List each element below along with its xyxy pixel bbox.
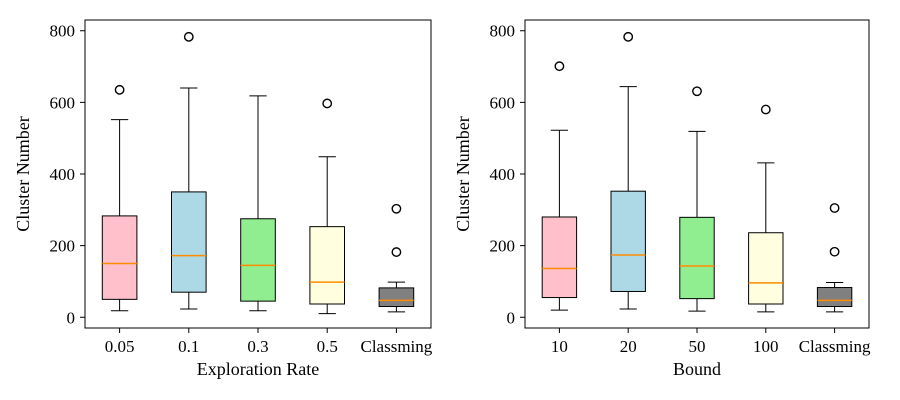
y-tick-label-1-1: 0 [67, 308, 76, 327]
y-tick-label-2-3: 400 [490, 165, 516, 184]
box-1-1 [101, 84, 138, 312]
x-tick-label-1-1: 0.05 [105, 337, 135, 356]
box-1-3 [240, 95, 276, 312]
box-2-4 [748, 104, 784, 313]
outlier-1-5-1 [391, 203, 402, 214]
x-tick-label-2-5: Classming [799, 337, 871, 356]
x-axis-label-2: Bound [673, 359, 721, 379]
box-2-2 [610, 31, 646, 310]
x-tick-label-2-4: 100 [753, 337, 779, 356]
box-2-1 [541, 61, 578, 311]
outlier-1-5-2 [391, 247, 402, 257]
x-tick-label-1-3: 0.3 [247, 337, 268, 356]
y-tick-label-1-5: 800 [50, 22, 76, 41]
x-tick-label-1-4: 0.5 [317, 337, 338, 356]
y-tick-label-2-4: 600 [490, 93, 516, 112]
chart-panel-2: 0 200 400 600 800 10 20 50 100 Classming Bound Clus… [453, 19, 871, 379]
box-1-4 [309, 98, 345, 315]
y-axis-label-1: Cluster Number [13, 116, 33, 231]
x-tick-label-1-2: 0.1 [178, 337, 199, 356]
box-2-3 [679, 86, 715, 312]
y-tick-label-1-2: 200 [50, 237, 76, 256]
x-tick-label-2-3: 50 [689, 337, 706, 356]
x-tick-label-2-2: 20 [620, 337, 637, 356]
iqr-box-2-2 [610, 190, 646, 292]
iqr-box-2-5 [816, 287, 853, 308]
y-tick-label-1-3: 400 [50, 165, 76, 184]
y-tick-label-2-1: 0 [507, 308, 516, 327]
x-axis-label-1: Exploration Rate [197, 359, 319, 379]
iqr-box-2-3 [679, 216, 715, 300]
outlier-1-1-1 [114, 84, 125, 95]
box-1-5 [378, 203, 415, 313]
outlier-2-3-1 [692, 86, 702, 97]
iqr-box-1-1 [101, 215, 138, 300]
outlier-2-2-1 [623, 31, 634, 42]
box-1-2 [171, 31, 207, 310]
iqr-box-1-3 [240, 218, 276, 302]
outlier-2-4-1 [760, 104, 771, 115]
y-tick-label-2-5: 800 [490, 22, 516, 41]
chart-panel-1: 0 200 400 600 800 0.05 0.1 0.3 0.5 Classming Explo… [13, 19, 433, 379]
outlier-1-4-1 [322, 98, 333, 109]
y-axis-label-2: Cluster Number [453, 116, 473, 231]
outlier-2-5-1 [829, 203, 840, 213]
x-tick-label-1-5: Classming [361, 337, 433, 356]
x-tick-label-2-1: 10 [551, 337, 568, 356]
outlier-1-2-1 [183, 31, 194, 42]
iqr-box-1-4 [309, 226, 345, 305]
outlier-2-1-1 [554, 61, 565, 72]
iqr-box-2-4 [748, 232, 784, 305]
y-tick-label-2-2: 200 [490, 237, 516, 256]
iqr-box-1-5 [378, 287, 415, 308]
box-2-5 [816, 203, 853, 313]
iqr-box-2-1 [541, 216, 578, 299]
iqr-box-1-2 [171, 191, 207, 293]
outlier-2-5-2 [829, 246, 840, 257]
y-tick-label-1-4: 600 [50, 93, 76, 112]
